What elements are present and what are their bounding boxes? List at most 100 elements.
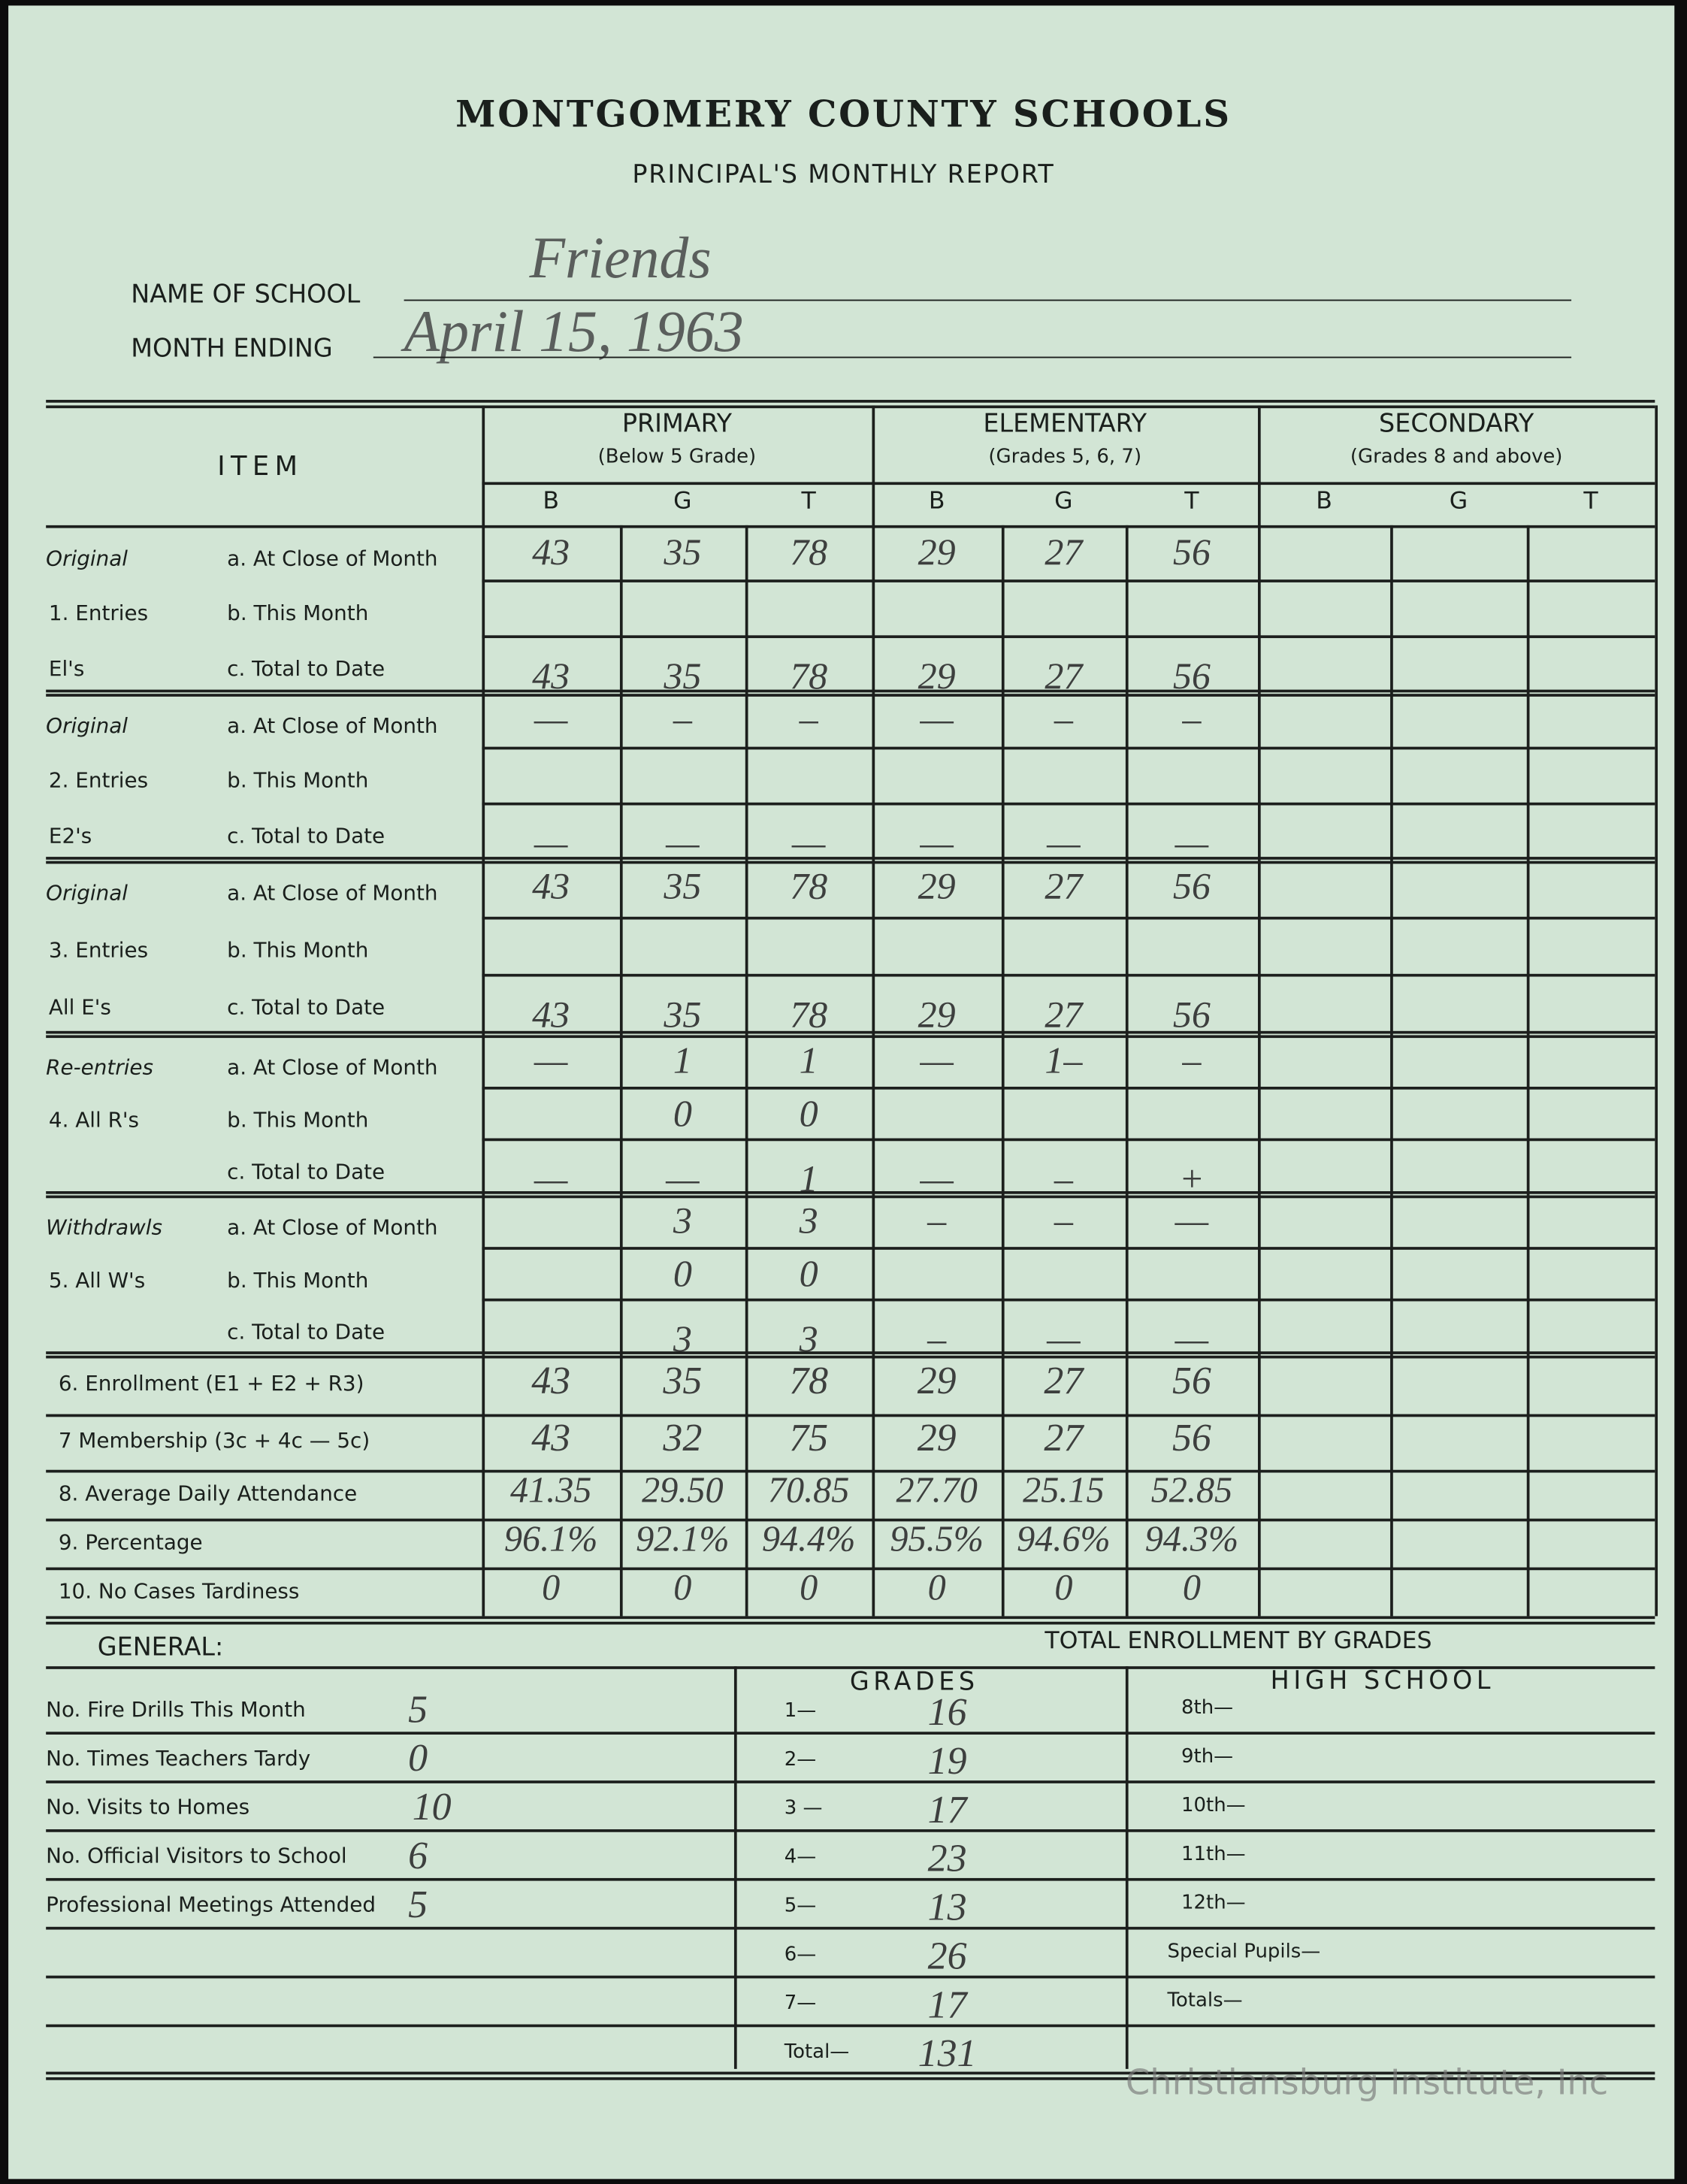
grade-value: 16: [927, 1691, 967, 1735]
grade-label: 1—: [784, 1699, 817, 1723]
row-label: a. At Close of Month: [227, 713, 438, 739]
entry-value: —: [1175, 821, 1209, 864]
group-name: PRIMARY: [621, 410, 733, 439]
group-name: ELEMENTARY: [983, 410, 1147, 439]
table-right-edge: [1655, 405, 1658, 1617]
general-title: GENERAL:: [97, 1632, 224, 1662]
entry-value: 3: [799, 1199, 818, 1242]
entry-value: –: [1182, 1039, 1202, 1081]
total-value: 29.50: [642, 1469, 724, 1510]
entry-value: 29: [918, 531, 956, 573]
general-item-label: No. Times Teachers Tardy: [46, 1745, 311, 1771]
entry-value: —: [534, 1039, 568, 1081]
entry-value: 27: [1045, 654, 1083, 697]
entry-value: —: [920, 697, 954, 740]
row-rule: [482, 802, 1655, 805]
entry-value: —: [791, 821, 826, 864]
group-note: (Grades 5, 6, 7): [988, 446, 1142, 468]
section-rule: [46, 1030, 1655, 1034]
entry-value: 29: [918, 865, 956, 907]
entry-value: 3: [673, 1199, 692, 1242]
enrollment-title: TOTAL ENROLLMENT BY GRADES: [1045, 1627, 1432, 1656]
grade-label: 6—: [784, 1944, 817, 1966]
entry-value: 1–: [1045, 1039, 1083, 1081]
entry-value: –: [1054, 697, 1073, 740]
entry-value: —: [666, 821, 700, 864]
row-rule: [482, 916, 1655, 920]
row-label: b. This Month: [227, 600, 369, 626]
grade-value: 17: [927, 1789, 967, 1832]
row-rule: [482, 1139, 1655, 1142]
month-ending-line: [373, 356, 1572, 358]
section-label: 2. Entries: [48, 768, 149, 794]
entry-value: 43: [532, 531, 570, 573]
form-subtitle: PRINCIPAL'S MONTHLY REPORT: [632, 160, 1055, 190]
total-value: 0: [1054, 1566, 1073, 1608]
row-label: b. This Month: [227, 1267, 369, 1293]
grade-value: 131: [918, 2032, 977, 2077]
entry-value: 56: [1172, 654, 1211, 697]
entry-value: 27: [1045, 993, 1083, 1036]
row-rule: [482, 973, 1655, 977]
subcol-divider: [619, 525, 623, 1617]
row-label: b. This Month: [227, 1107, 369, 1133]
entry-value: 1: [799, 1039, 818, 1081]
section-label: Original: [46, 880, 128, 906]
grades-divider: [733, 1666, 737, 2069]
table-bottom-rule: [46, 1621, 1655, 1625]
general-rule: [46, 1877, 1655, 1881]
grade-label: 4—: [784, 1846, 817, 1868]
entry-value: 78: [790, 654, 828, 697]
grades-header: GRADES: [849, 1667, 979, 1697]
highschool-grade-label: 12th—: [1181, 1892, 1246, 1915]
highschool-grade-label: Totals—: [1167, 1989, 1243, 2012]
total-row-label: 10. No Cases Tardiness: [58, 1578, 300, 1603]
highschool-grade-label: 9th—: [1181, 1745, 1234, 1768]
entry-value: —: [1047, 821, 1081, 864]
entry-value: –: [927, 1199, 947, 1242]
row-label: a. At Close of Month: [227, 546, 438, 572]
grade-label: 3 —: [784, 1797, 823, 1820]
section-rule: [46, 1351, 1655, 1354]
row-rule: [482, 1086, 1655, 1090]
entry-value: 78: [790, 531, 828, 573]
subcol-header: G: [673, 487, 692, 516]
entry-value: 43: [532, 865, 570, 907]
entry-value: 0: [799, 1251, 818, 1294]
total-value: 0: [673, 1566, 692, 1608]
entry-value: 29: [918, 654, 956, 697]
entry-value: –: [799, 697, 818, 740]
section-rule: [46, 1190, 1655, 1194]
school-name-value: Friends: [529, 227, 712, 292]
subcol-divider: [1526, 525, 1530, 1617]
entry-value: 78: [790, 993, 828, 1036]
entry-value: 56: [1172, 531, 1211, 573]
section-rule: [46, 694, 1655, 697]
total-value: 92.1%: [636, 1517, 730, 1559]
school-name-line: [404, 299, 1572, 301]
form-title: MONTGOMERY COUNTY SCHOOLS: [455, 95, 1232, 137]
group-note: (Below 5 Grade): [597, 446, 757, 468]
total-value: 0: [1182, 1566, 1201, 1608]
total-value: 96.1%: [503, 1517, 598, 1559]
subcol-divider: [1390, 525, 1393, 1617]
total-row-label: 8. Average Daily Attendance: [58, 1480, 358, 1506]
subcol-header: T: [1583, 487, 1598, 516]
general-header-rule: [46, 1666, 1655, 1669]
entry-value: —: [534, 821, 568, 864]
row-rule: [482, 579, 1655, 583]
form-bottom-rule: [46, 2071, 1655, 2075]
general-rule: [46, 1975, 1655, 1979]
highschool-grade-label: 8th—: [1181, 1696, 1234, 1720]
form-bottom-rule: [46, 2077, 1655, 2080]
header-bottom-rule: [46, 525, 1655, 528]
section-label: Re-entries: [46, 1054, 154, 1080]
highschool-grade-label: 10th—: [1181, 1794, 1246, 1817]
entry-value: 0: [799, 1091, 818, 1134]
general-item-value: 0: [408, 1737, 428, 1781]
subcol-divider: [1001, 525, 1005, 1617]
section-label: Original: [46, 713, 128, 739]
entry-value: –: [673, 697, 692, 740]
entry-value: 35: [664, 865, 702, 907]
total-value: 0: [542, 1566, 561, 1608]
